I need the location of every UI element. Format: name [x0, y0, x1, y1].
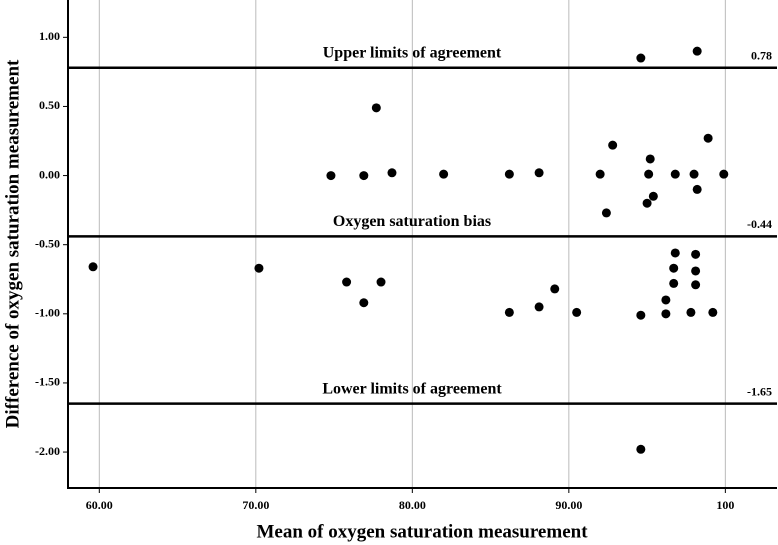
point — [636, 53, 646, 63]
point — [686, 307, 696, 317]
point — [595, 169, 605, 179]
x-tick-label: 100 — [716, 498, 734, 512]
point — [342, 277, 352, 287]
y-tick-label: -1.00 — [35, 306, 60, 320]
x-tick-label: 90.00 — [555, 498, 582, 512]
point — [691, 280, 701, 290]
point — [254, 263, 264, 273]
x-tick-label: 60.00 — [86, 498, 113, 512]
y-tick-label: 0.00 — [39, 167, 60, 181]
point — [439, 169, 449, 179]
point — [504, 169, 514, 179]
point — [669, 278, 679, 288]
y-tick-label: -0.50 — [35, 236, 60, 250]
point — [572, 307, 582, 317]
y-tick-label: -1.50 — [35, 375, 60, 389]
point — [504, 307, 514, 317]
y-axis-title: Difference of oxygen saturation measurem… — [2, 59, 23, 428]
x-tick-label: 80.00 — [399, 498, 426, 512]
reference-label: Oxygen saturation bias — [333, 213, 491, 230]
point — [636, 310, 646, 320]
x-axis-title: Mean of oxygen saturation measurement — [256, 521, 588, 542]
y-tick-label: 1.00 — [39, 29, 60, 43]
point — [644, 169, 654, 179]
x-tick-label: 70.00 — [242, 498, 269, 512]
point — [703, 133, 713, 143]
point — [534, 168, 544, 178]
point — [661, 295, 671, 305]
point — [550, 284, 560, 294]
point — [642, 198, 652, 208]
y-tick-label: 0.50 — [39, 98, 60, 112]
reference-label: Upper limits of agreement — [323, 44, 502, 61]
point — [708, 307, 718, 317]
point — [661, 309, 671, 319]
y-tick-label: -2.00 — [35, 444, 60, 458]
point — [376, 277, 386, 287]
point — [670, 169, 680, 179]
point — [636, 444, 646, 454]
point — [359, 171, 369, 181]
point — [371, 103, 381, 113]
reference-value: -0.44 — [747, 217, 772, 231]
point — [534, 302, 544, 312]
point — [88, 262, 98, 272]
point — [691, 249, 701, 259]
point — [692, 184, 702, 194]
point — [691, 266, 701, 276]
point — [692, 46, 702, 56]
point — [359, 298, 369, 308]
point — [645, 154, 655, 164]
point — [719, 169, 729, 179]
point — [387, 168, 397, 178]
point — [601, 208, 611, 218]
reference-value: 0.78 — [751, 48, 772, 62]
point — [670, 248, 680, 258]
reference-value: -1.65 — [747, 384, 772, 398]
reference-label: Lower limits of agreement — [322, 380, 502, 397]
point — [689, 169, 699, 179]
point — [608, 140, 618, 150]
point — [326, 171, 336, 181]
point — [648, 191, 658, 201]
point — [669, 263, 679, 273]
